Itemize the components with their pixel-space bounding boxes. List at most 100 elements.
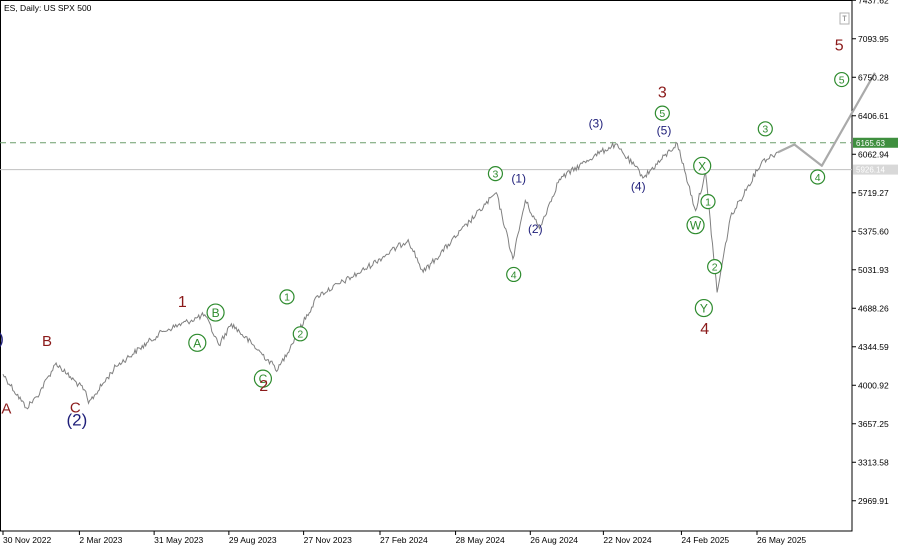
wave-label-circle: A	[188, 333, 207, 352]
wave-label-circle: 1	[279, 289, 295, 305]
wave-circle	[506, 266, 522, 283]
price-tag-1: 5926.14	[856, 166, 885, 175]
wave-circle	[279, 289, 295, 305]
wave-label-circle: 4	[506, 266, 522, 283]
wave-label-circle: 5	[834, 71, 850, 88]
plot-border	[0, 0, 853, 532]
wave-label: 2	[712, 261, 718, 273]
wave-label-circle: X	[693, 156, 712, 175]
wave-label-circle: 5	[654, 105, 670, 121]
x-tick-label: 30 Nov 2022	[3, 535, 51, 545]
wave-label: 5	[659, 108, 665, 120]
wave-label: 4	[511, 269, 517, 281]
y-tick-label: 5375.60	[858, 226, 889, 236]
price-series	[2, 141, 778, 410]
wave-circle	[700, 194, 716, 210]
wave-label-circle: W	[686, 216, 705, 235]
y-tick-label: 2969.91	[858, 496, 889, 506]
y-tick-label: 4000.92	[858, 380, 889, 390]
y-tick-label: 4688.26	[858, 303, 889, 313]
wave-label: B	[212, 306, 220, 320]
wave-circle	[694, 298, 713, 318]
y-tick-label: 6062.94	[858, 149, 889, 159]
wave-label-circle: 2	[292, 326, 308, 342]
wave-label: 1	[284, 292, 290, 304]
wave-label: 1	[178, 294, 187, 311]
wave-label: 3	[493, 168, 499, 180]
y-tick-label: 7093.95	[858, 34, 889, 44]
price-tag-bg-0	[853, 137, 898, 148]
x-tick-label: 22 Nov 2024	[603, 535, 651, 545]
x-tick-label: 29 Aug 2023	[229, 535, 277, 545]
wave-circle	[253, 369, 273, 388]
x-tick-label: 31 May 2023	[154, 535, 203, 545]
wave-label: W	[690, 219, 702, 233]
wave-label-circle: 4	[810, 169, 826, 185]
wave-label: Y	[700, 302, 708, 316]
wave-circle	[292, 326, 308, 342]
wave-label-circle: Y	[694, 298, 713, 318]
wave-circle	[707, 259, 723, 275]
wave-circle	[686, 216, 705, 235]
wave-label: 1)	[0, 329, 4, 348]
wave-circle	[654, 105, 670, 121]
x-tick-label: 26 Aug 2024	[530, 535, 578, 545]
chart-title: ES, Daily: US SPX 500	[4, 3, 92, 13]
y-tick-label: 3313.58	[858, 457, 889, 467]
y-tick-label: 6406.61	[858, 111, 889, 121]
plot-frame	[0, 0, 853, 532]
x-axis: 30 Nov 2022 2 Mar 2023 31 May 2023 29 Aug 2…	[2, 531, 806, 545]
y-tick-label: 7437.62	[858, 0, 889, 5]
projection-series	[777, 72, 876, 167]
wave-label: 3	[762, 124, 768, 136]
x-tick-label: 27 Feb 2024	[380, 535, 428, 545]
wave-label-circle: 3	[487, 166, 504, 182]
price-tag-0: 6165.63	[856, 139, 885, 148]
wave-label: (2)	[67, 411, 88, 430]
y-tick-label: 5031.93	[858, 265, 889, 275]
y-tick-label: 5719.27	[858, 188, 889, 198]
horizontal-lines	[0, 142, 852, 171]
wave-label: (1)	[511, 172, 526, 186]
wave-label: B	[42, 333, 52, 350]
wave-label: C	[70, 399, 81, 416]
wave-label: A	[1, 400, 11, 417]
wave-circle	[810, 169, 826, 185]
x-tick-label: 26 May 2025	[757, 535, 806, 545]
x-tick-label: 2 Mar 2023	[79, 535, 122, 545]
scroll-marker-icon[interactable]	[839, 12, 850, 25]
wave-label: 2	[297, 329, 303, 341]
wave-circle	[834, 71, 850, 88]
wave-label: 1	[705, 196, 711, 208]
price-tag-bg-1	[853, 164, 898, 175]
x-tick-label: 24 Feb 2025	[681, 535, 729, 545]
wave-label: 4	[700, 321, 709, 338]
wave-label: 5	[839, 74, 845, 86]
wave-label-circle: 2	[707, 259, 723, 275]
wave-label: (2)	[528, 222, 543, 236]
wave-label: (5)	[657, 123, 672, 137]
x-tick-label: 28 May 2024	[456, 535, 505, 545]
x-tick-label: 27 Nov 2023	[304, 535, 352, 545]
wave-label-circle: 1	[700, 194, 716, 210]
wave-label: 3	[658, 84, 667, 101]
y-axis: 7437.62 7093.95 6750.28 6406.61 6062.94 5719.…	[852, 0, 898, 506]
wave-label: C	[259, 372, 268, 386]
wave-label: 2	[259, 378, 268, 395]
wave-label: 4	[815, 172, 821, 184]
y-tick-label: 4344.59	[858, 342, 889, 352]
wave-circle	[757, 121, 773, 137]
wave-label: (3)	[589, 117, 604, 131]
y-tick-label: 6750.28	[858, 72, 889, 82]
wave-label: A	[193, 336, 201, 350]
wave-label-circle: B	[206, 303, 225, 322]
wave-circle	[188, 333, 207, 352]
wave-labels: 1)ABC(2)1ABC21234(1)(2)(3)(4)35(5)WX12Y4…	[0, 37, 850, 430]
wave-label: X	[698, 159, 706, 173]
wave-label: (4)	[631, 179, 646, 193]
wave-circle	[693, 156, 712, 175]
series-layer	[2, 72, 876, 410]
wave-label: 5	[835, 37, 844, 54]
wave-label-circle: C	[253, 369, 273, 388]
